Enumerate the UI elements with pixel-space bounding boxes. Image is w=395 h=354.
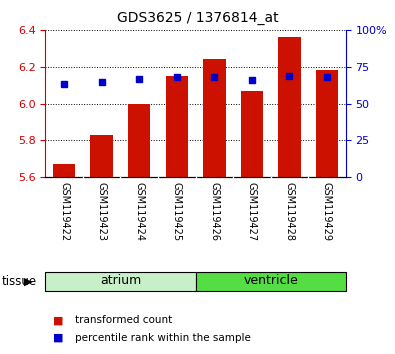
- Text: ventricle: ventricle: [243, 274, 298, 287]
- Text: transformed count: transformed count: [75, 315, 172, 325]
- Text: GDS3625 / 1376814_at: GDS3625 / 1376814_at: [117, 11, 278, 25]
- Text: GSM119428: GSM119428: [284, 182, 294, 241]
- Text: GSM119425: GSM119425: [172, 182, 182, 241]
- Bar: [45, 272, 196, 291]
- Bar: [316, 70, 338, 177]
- Bar: [166, 76, 188, 177]
- Bar: [241, 91, 263, 177]
- Text: tissue: tissue: [2, 275, 37, 288]
- Bar: [278, 38, 301, 177]
- Text: atrium: atrium: [100, 274, 141, 287]
- Text: ■: ■: [53, 333, 64, 343]
- Text: percentile rank within the sample: percentile rank within the sample: [75, 333, 251, 343]
- Bar: [196, 272, 346, 291]
- Text: GSM119426: GSM119426: [209, 182, 219, 241]
- Bar: [128, 103, 150, 177]
- Text: GSM119423: GSM119423: [97, 182, 107, 241]
- Bar: [203, 59, 226, 177]
- Text: GSM119427: GSM119427: [247, 182, 257, 241]
- Bar: [53, 164, 75, 177]
- Text: ▶: ▶: [24, 276, 33, 286]
- Text: GSM119429: GSM119429: [322, 182, 332, 241]
- Bar: [90, 135, 113, 177]
- Text: GSM119424: GSM119424: [134, 182, 144, 241]
- Text: GSM119422: GSM119422: [59, 182, 69, 241]
- Text: ■: ■: [53, 315, 64, 325]
